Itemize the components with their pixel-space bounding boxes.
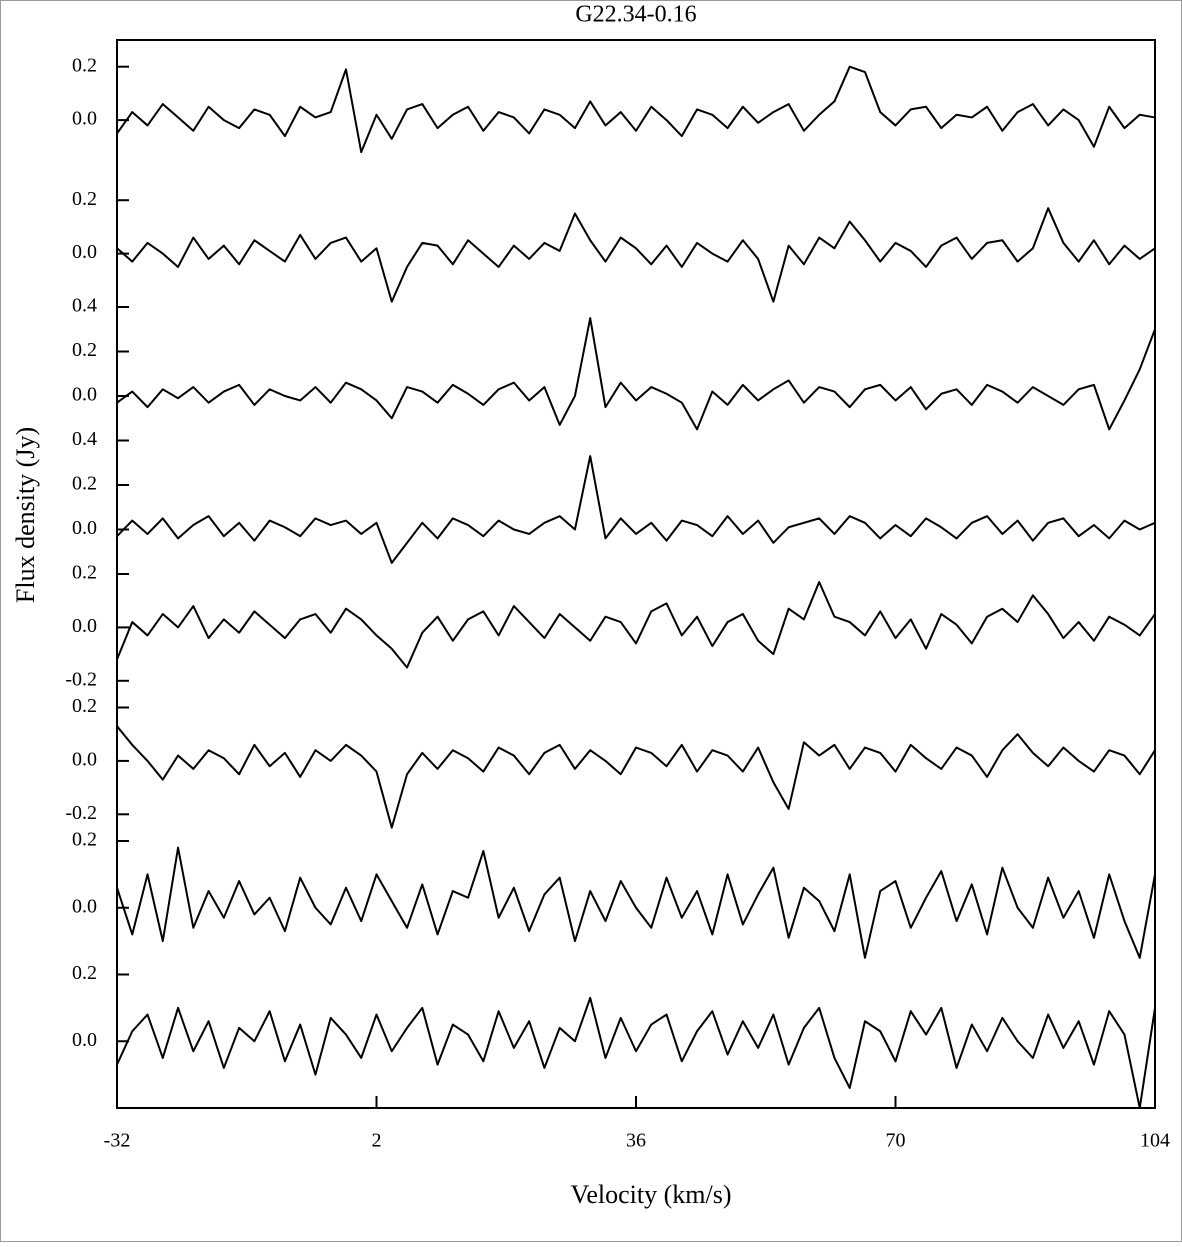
y-tick-label: 0.0 [72, 895, 97, 917]
y-tick-label: 0.0 [72, 615, 97, 637]
y-tick-label: 0.4 [72, 428, 97, 450]
y-tick-label: 0.2 [72, 562, 97, 584]
chart-title: G22.34-0.16 [575, 2, 696, 28]
x-axis-label: Velocity (km/s) [570, 1180, 731, 1209]
y-tick-label: 0.2 [72, 188, 97, 210]
spectrum-line [116, 846, 1156, 959]
y-tick-label: 0.2 [72, 339, 97, 361]
y-tick-label: 0.2 [72, 695, 97, 717]
x-tick-label: 36 [626, 1130, 646, 1152]
y-tick-label: -0.2 [65, 668, 97, 690]
y-tick-label: 0.2 [72, 962, 97, 984]
y-tick-label: 0.4 [72, 295, 97, 317]
x-tick-label: -32 [104, 1130, 131, 1152]
x-tick-label: 104 [1140, 1130, 1170, 1152]
y-tick-label: 0.2 [72, 473, 97, 495]
y-tick-label: 0.2 [72, 54, 97, 76]
y-tick-label: 0.0 [72, 384, 97, 406]
spectrum-line [116, 725, 1156, 829]
x-tick-label: 2 [372, 1130, 382, 1152]
y-axis-label: Flux density (Jy) [11, 427, 40, 603]
y-tick-label: 0.2 [72, 829, 97, 851]
spectrum-line [116, 317, 1156, 431]
spectrum-line [116, 455, 1156, 564]
spectrum-line [116, 996, 1156, 1109]
y-tick-label: 0.0 [72, 1029, 97, 1051]
spectrum-line [116, 581, 1156, 669]
x-tick-label: 70 [886, 1130, 906, 1152]
y-tick-label: 0.0 [72, 517, 97, 539]
spectrum-line [116, 207, 1156, 303]
y-tick-label: -0.2 [65, 802, 97, 824]
y-tick-label: 0.0 [72, 108, 97, 130]
y-tick-label: 0.0 [72, 241, 97, 263]
y-tick-label: 0.0 [72, 748, 97, 770]
spectrum-line [116, 65, 1156, 154]
